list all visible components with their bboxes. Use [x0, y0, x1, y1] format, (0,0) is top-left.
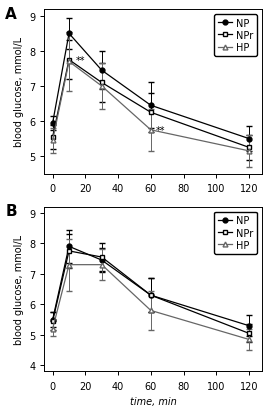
- Legend: NP, NPr, HP: NP, NPr, HP: [214, 15, 257, 57]
- Y-axis label: blood glucose, mmol/L: blood glucose, mmol/L: [14, 235, 24, 344]
- Text: B: B: [5, 204, 17, 219]
- Text: A: A: [5, 7, 17, 21]
- Legend: NP, NPr, HP: NP, NPr, HP: [214, 212, 257, 254]
- X-axis label: time, min: time, min: [130, 396, 177, 406]
- Text: **: **: [156, 126, 165, 135]
- Text: **: **: [76, 56, 85, 66]
- Y-axis label: blood glucose, mmol/L: blood glucose, mmol/L: [14, 37, 24, 147]
